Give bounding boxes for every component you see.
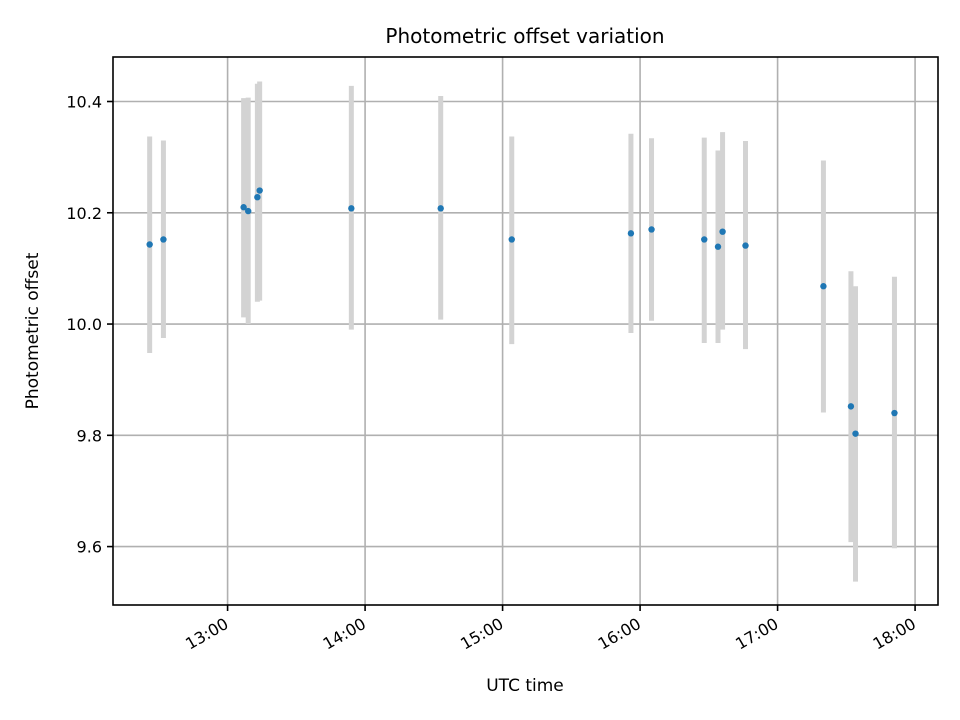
data-point (719, 228, 726, 235)
y-tick-label: 10.2 (66, 204, 102, 223)
data-point (348, 205, 355, 212)
y-axis-ticks: 9.6 9.8 10.0 10.2 10.4 (66, 93, 113, 557)
x-tick-label: 18:00 (870, 614, 919, 654)
plot-frame (112, 56, 939, 606)
data-point (245, 207, 252, 215)
data-point (254, 193, 261, 201)
data-point (648, 226, 655, 233)
data-point (891, 409, 898, 417)
y-axis-label: Photometric offset (23, 252, 43, 409)
data-point (847, 403, 855, 410)
x-axis-ticks: 13:00 14:00 15:00 16:00 17:00 18:00 (182, 605, 919, 654)
y-tick-label: 9.8 (77, 426, 102, 445)
x-tick-label: 15:00 (457, 614, 506, 654)
x-tick-label: 14:00 (320, 614, 369, 654)
data-point (820, 283, 827, 290)
data-point (701, 236, 708, 243)
data-point (160, 236, 167, 243)
data-point (852, 430, 859, 437)
data-point (240, 204, 247, 211)
data-point (256, 187, 263, 194)
y-tick-label: 9.6 (77, 538, 102, 557)
data-point (437, 205, 444, 212)
data-point (508, 236, 515, 243)
x-tick-label: 16:00 (595, 614, 644, 654)
y-tick-label: 10.4 (66, 93, 102, 112)
grid-lines (113, 57, 938, 605)
data-points (146, 187, 898, 437)
chart-title: Photometric offset variation (385, 24, 664, 48)
data-point (742, 242, 749, 249)
x-tick-label: 17:00 (732, 614, 781, 654)
data-point (627, 230, 635, 237)
x-axis-label: UTC time (486, 676, 564, 696)
data-point (714, 243, 722, 250)
data-point (146, 241, 153, 248)
x-tick-label: 13:00 (182, 614, 231, 654)
y-tick-label: 10.0 (66, 315, 102, 334)
error-bars (147, 81, 897, 582)
